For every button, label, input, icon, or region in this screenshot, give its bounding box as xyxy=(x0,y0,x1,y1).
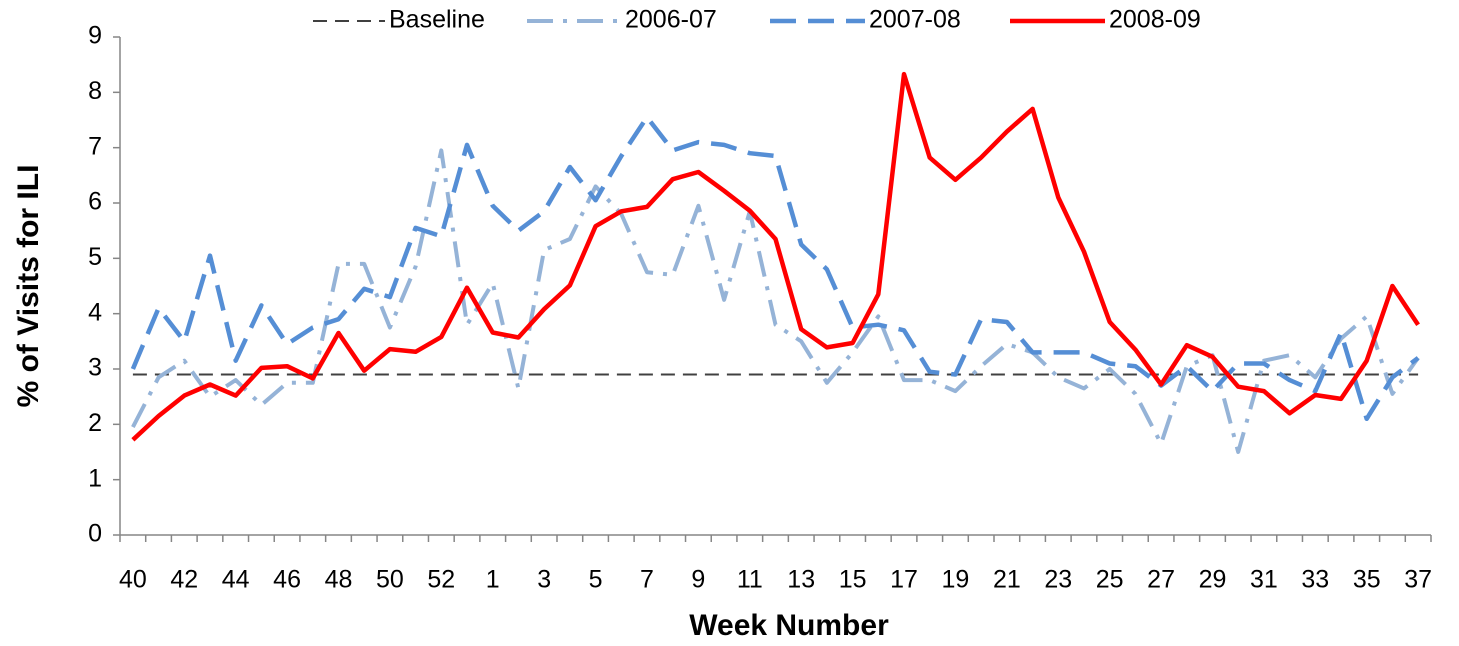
x-axis-title: Week Number xyxy=(689,609,889,642)
x-tick-label: 40 xyxy=(119,566,147,594)
x-tick-label: 9 xyxy=(691,566,705,594)
legend-label: 2006-07 xyxy=(625,6,717,34)
x-tick-label: 50 xyxy=(376,566,404,594)
x-tick-label: 5 xyxy=(589,566,603,594)
x-tick-label: 23 xyxy=(1044,566,1072,594)
x-tick-label: 21 xyxy=(993,566,1021,594)
y-tick-label: 6 xyxy=(88,188,102,216)
x-tick-label: 52 xyxy=(427,566,455,594)
y-axis-title: % of Visits for ILI xyxy=(12,165,45,408)
y-tick-label: 0 xyxy=(88,520,102,548)
x-tick-label: 48 xyxy=(325,566,353,594)
x-tick-label: 1 xyxy=(486,566,500,594)
legend-label: 2008-09 xyxy=(1109,6,1201,34)
x-tick-label: 11 xyxy=(737,566,763,594)
y-tick-label: 7 xyxy=(88,132,102,160)
x-tick-label: 37 xyxy=(1404,566,1432,594)
legend-label: Baseline xyxy=(389,6,485,34)
x-tick-label: 25 xyxy=(1096,566,1124,594)
x-tick-label: 13 xyxy=(787,566,815,594)
y-tick-label: 9 xyxy=(88,22,102,50)
x-tick-label: 33 xyxy=(1301,566,1329,594)
series-line xyxy=(131,71,1420,442)
y-tick-label: 3 xyxy=(88,354,102,382)
x-tick-label: 42 xyxy=(170,566,198,594)
y-tick-label: 2 xyxy=(88,409,102,437)
series-line xyxy=(131,148,1420,454)
x-tick-label: 35 xyxy=(1353,566,1381,594)
x-tick-label: 15 xyxy=(839,566,867,594)
y-tick-label: 5 xyxy=(88,243,102,271)
x-tick-label: 3 xyxy=(537,566,551,594)
series-line xyxy=(130,114,1420,422)
x-tick-label: 46 xyxy=(273,566,301,594)
x-tick-label: 7 xyxy=(640,566,654,594)
y-tick-label: 8 xyxy=(88,77,102,105)
y-tick-label: 4 xyxy=(88,298,102,326)
x-tick-label: 31 xyxy=(1250,566,1278,594)
x-tick-label: 17 xyxy=(890,566,918,594)
x-tick-label: 19 xyxy=(942,566,970,594)
x-tick-label: 27 xyxy=(1147,566,1175,594)
y-tick-label: 1 xyxy=(88,464,102,492)
x-tick-label: 29 xyxy=(1199,566,1227,594)
legend-label: 2007-08 xyxy=(869,6,961,34)
x-tick-label: 44 xyxy=(222,566,250,594)
